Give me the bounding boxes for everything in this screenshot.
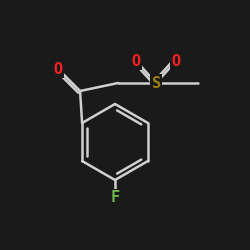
Text: S: S (152, 76, 161, 90)
Text: F: F (110, 190, 120, 206)
Text: O: O (172, 54, 181, 68)
Text: O: O (54, 62, 63, 76)
Text: O: O (132, 54, 141, 68)
